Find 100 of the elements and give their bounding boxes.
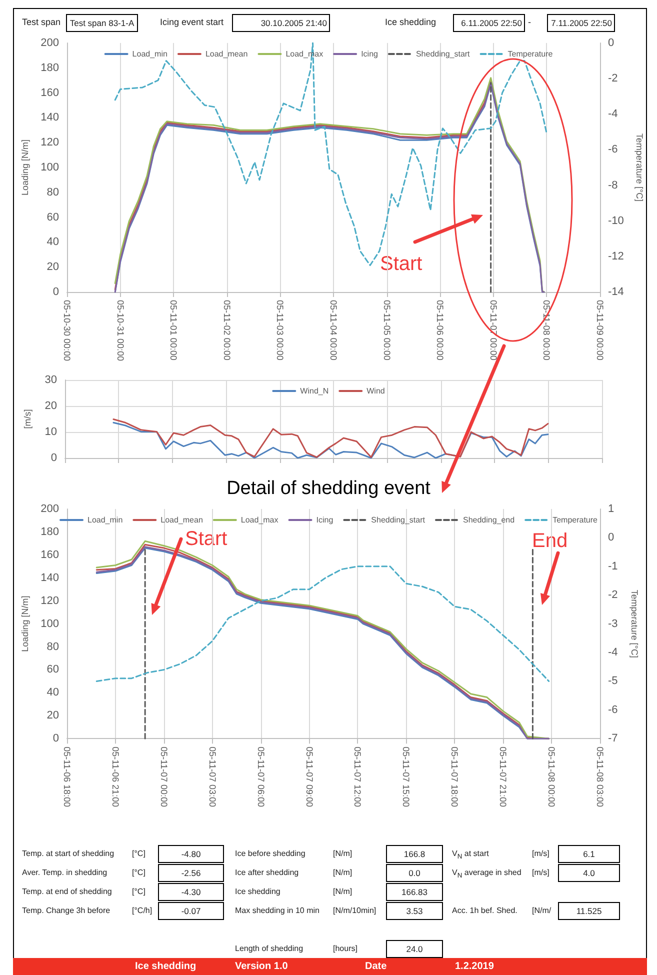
text: Version 1.0 [235, 960, 288, 974]
y-tick-label: 80 [46, 640, 59, 653]
legend-label: Shedding_end [462, 516, 515, 524]
text: [N/m] [333, 867, 352, 879]
y-tick-label: 20 [44, 400, 57, 412]
legend-label: Load_min [132, 50, 168, 58]
x-tick-label: 05-11-08 00:00 [546, 746, 557, 808]
y-tick-label: 140 [40, 112, 59, 124]
x-tick-label: 05-10-30 00:00 [62, 300, 72, 362]
text: 3.53 [386, 902, 443, 920]
y-tick-label: 20 [46, 710, 59, 722]
y-tick-label: 30 [44, 374, 57, 386]
x-tick-label: 05-11-07 15:00 [401, 746, 412, 808]
text: Test span 83-1-A [66, 14, 138, 32]
legend-label: Load_mean [160, 516, 203, 524]
legend-label: Icing [361, 50, 378, 58]
text: Test span [22, 16, 61, 29]
y2-tick-label: -5 [608, 675, 618, 688]
text: 6.11.2005 22:50 [453, 14, 525, 32]
text: [m/s] [532, 848, 550, 860]
y-tick-label: 0 [52, 286, 59, 298]
y-tick-label: 0 [50, 452, 57, 464]
y2-tick-label: -12 [608, 250, 624, 262]
y-tick-label: 80 [46, 186, 59, 198]
y-tick-label: 60 [46, 211, 59, 224]
y2-tick-label: -8 [608, 179, 618, 192]
text: 30.10.2005 21:40 [232, 14, 330, 32]
text: [N/m] [333, 848, 352, 860]
x-tick-label: 05-11-05 00:00 [382, 300, 392, 360]
x-tick-label: 05-11-07 00:00 [158, 746, 169, 808]
text: 166.83 [386, 883, 443, 901]
text: 6.1 [558, 845, 620, 863]
x-tick-label: 05-11-02 00:00 [222, 300, 232, 360]
x-tick-label: 05-11-06 21:00 [110, 746, 120, 808]
text: - [528, 16, 531, 29]
y2-axis-title: Temperature [°C] [630, 590, 640, 658]
y2-tick-label: 0 [608, 37, 614, 49]
text: Date [365, 960, 387, 974]
legend-label: Shedding_start [416, 50, 471, 58]
legend-label: Shedding_start [371, 516, 426, 524]
y2-tick-label: -6 [608, 144, 618, 156]
legend-label: Wind_N [300, 386, 329, 396]
text: Temp. at end of shedding [22, 886, 112, 898]
x-tick-label: 05-11-08 00:00 [542, 300, 552, 360]
y-tick-label: 180 [40, 62, 59, 74]
text: Ice shedding [135, 960, 196, 974]
x-tick-label: 05-11-07 03:00 [207, 746, 218, 808]
y-tick-label: 40 [46, 686, 59, 699]
y-axis-title: Loading [N/m] [20, 139, 30, 196]
x-tick-label: 05-11-07 00:00 [488, 300, 498, 360]
text: Length of shedding [235, 943, 304, 955]
x-tick-label: 05-11-07 18:00 [450, 746, 460, 808]
x-tick-label: 05-11-07 12:00 [352, 746, 363, 808]
text: [°C] [132, 867, 146, 879]
text: 24.0 [386, 940, 443, 958]
text: Acc. 1h bef. Shed. [452, 905, 518, 917]
text: 7.11.2005 22:50 [547, 14, 615, 32]
y-tick-label: 120 [40, 136, 59, 149]
text: -4.30 [158, 883, 224, 901]
text: Aver. Temp. in shedding [22, 867, 108, 879]
annotation: Start [380, 253, 423, 275]
text: [N/m/ [532, 905, 552, 917]
y2-tick-label: -10 [608, 214, 624, 227]
y-tick-label: 40 [46, 236, 59, 248]
legend-label: Wind [366, 386, 385, 396]
y2-tick-label: -1 [608, 560, 618, 572]
text: [N/m/10min] [333, 905, 376, 917]
legend-label: Load_max [240, 516, 278, 524]
line-series [96, 566, 550, 682]
y2-tick-label: 1 [608, 503, 614, 515]
text: [°C] [132, 886, 146, 898]
y2-axis-title: Temperature [°C] [634, 133, 644, 202]
y-axis-title: Loading [N/m] [20, 596, 30, 652]
y-tick-label: 0 [52, 732, 59, 745]
text: Ice after shedding [235, 867, 299, 879]
text: Temp. at start of shedding [22, 848, 114, 860]
y2-tick-label: -7 [608, 732, 618, 745]
y2-tick-label: -2 [608, 589, 618, 602]
y-tick-label: 160 [40, 548, 59, 561]
y-tick-label: 140 [40, 572, 59, 584]
text: [°C] [132, 848, 146, 860]
y2-tick-label: -2 [608, 72, 618, 85]
y2-tick-label: -6 [608, 704, 618, 716]
text: 166.8 [386, 845, 443, 863]
y-tick-label: 100 [40, 161, 59, 174]
text: -4.80 [158, 845, 224, 863]
annotation: End [532, 530, 568, 552]
text: 4.0 [558, 864, 620, 882]
text: [N/m] [333, 886, 352, 898]
y-tick-label: 200 [40, 503, 59, 515]
x-tick-label: 05-11-06 00:00 [435, 300, 446, 360]
x-tick-label: 05-11-07 21:00 [498, 746, 508, 808]
y2-tick-label: -4 [608, 108, 618, 120]
y2-tick-label: 0 [608, 532, 614, 544]
legend-label: Temperature [552, 516, 598, 524]
text: Ice shedding [235, 886, 280, 898]
y-tick-label: 180 [40, 526, 59, 538]
x-tick-label: 05-11-06 18:00 [62, 746, 72, 808]
y-tick-label: 160 [40, 86, 59, 99]
text: [m/s] [532, 867, 550, 879]
